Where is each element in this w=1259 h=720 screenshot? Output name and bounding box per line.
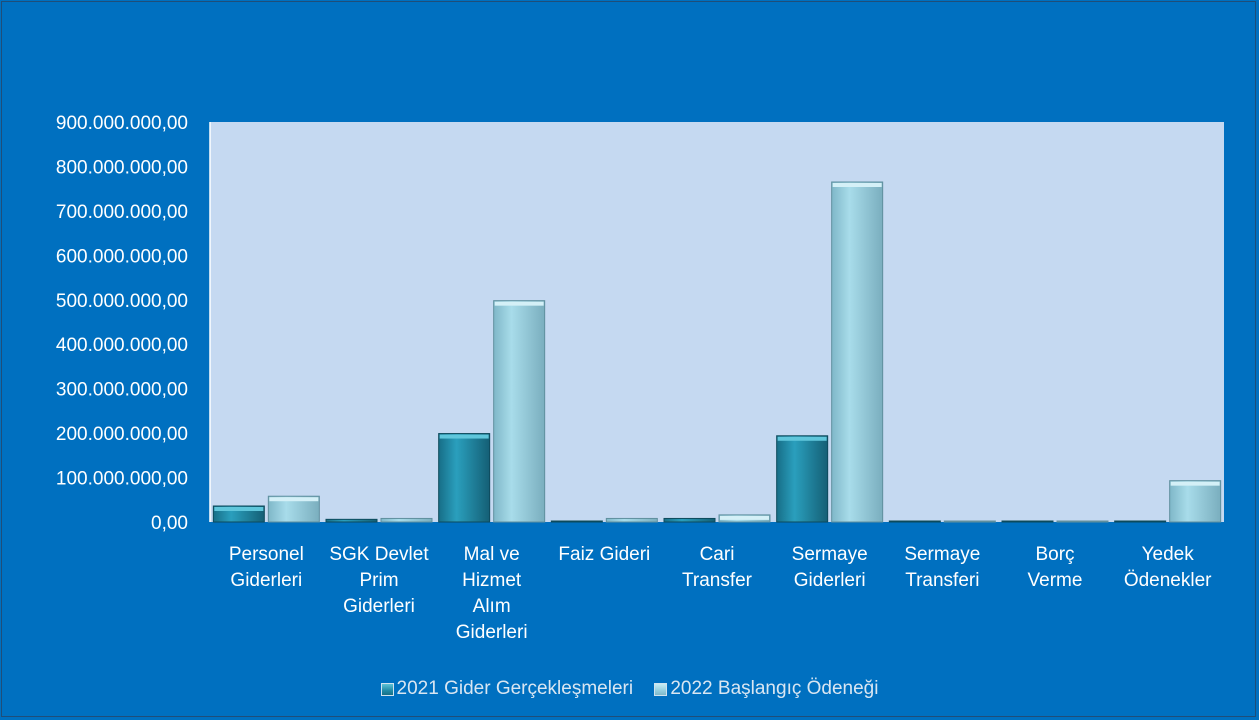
y-tick-label: 900.000.000,00	[56, 113, 188, 134]
x-category-line: Giderleri	[230, 570, 302, 591]
bar-2022-1	[380, 517, 433, 523]
bar-2021-3	[550, 520, 603, 523]
bar-2021-0	[212, 505, 265, 523]
bar-body	[1114, 520, 1167, 523]
x-category-line: Borç	[1035, 544, 1074, 565]
bar-2022-2	[493, 300, 546, 523]
bar-2022-7	[1056, 520, 1109, 523]
bar-body	[380, 517, 433, 523]
x-category-line: Sermaye	[904, 544, 980, 565]
bar-2022-8	[1169, 480, 1222, 523]
x-category-label: Borç Verme	[1028, 544, 1083, 591]
x-category-line: Cari	[700, 544, 735, 565]
y-tick-label: 600.000.000,00	[56, 246, 188, 267]
x-category-line: Transferi	[905, 570, 979, 591]
bar-bevel	[439, 434, 489, 439]
bar-bevel	[494, 301, 544, 306]
legend-swatch-2022	[654, 682, 668, 696]
bar-2022-4	[718, 514, 771, 523]
bar-body	[550, 520, 603, 523]
y-tick-label: 400.000.000,00	[56, 335, 188, 356]
x-category-label: Cari Transfer	[682, 544, 753, 591]
bar-bevel	[720, 515, 769, 520]
plot-area	[210, 122, 1224, 522]
bar-2021-7	[1001, 520, 1054, 523]
y-tick-label: 500.000.000,00	[56, 291, 188, 312]
x-category-label: Yedek Ödenekler	[1124, 544, 1212, 591]
legend-swatch-2021	[380, 682, 394, 696]
y-tick-label: 200.000.000,00	[56, 424, 188, 445]
legend-label-2021: 2021 Gider Gerçekleşmeleri	[396, 678, 634, 699]
bar-2022-5	[831, 181, 884, 523]
x-category-line: Sermaye	[792, 544, 868, 565]
legend-item-2022: 2022 Başlangıç Ödeneği	[654, 678, 878, 700]
bar-2021-5	[776, 435, 829, 523]
bar-2021-1	[325, 518, 378, 523]
x-category-label: Personel Giderleri	[229, 544, 304, 591]
bar-body	[493, 300, 546, 523]
bar-bevel	[1170, 481, 1220, 486]
bar-body	[1056, 520, 1109, 523]
x-category-label: Sermaye Transferi	[904, 544, 980, 591]
legend: 2021 Gider Gerçekleşmeleri 2022 Başlangı…	[0, 678, 1259, 702]
x-category-label: Faiz Gideri	[558, 544, 650, 565]
y-tick-label: 800.000.000,00	[56, 157, 188, 178]
bar-body	[888, 520, 941, 523]
x-category-line: Transfer	[682, 570, 753, 591]
bar-2022-3	[605, 517, 658, 523]
x-category-line: Verme	[1028, 570, 1083, 591]
x-category-line: Giderleri	[456, 622, 528, 643]
x-category-line: Alım	[473, 596, 511, 617]
x-category-line: Hizmet	[462, 570, 522, 591]
bar-2021-2	[438, 433, 491, 523]
bar-2022-0	[267, 495, 320, 523]
x-category-label: Mal ve Hizmet Alım Giderleri	[456, 544, 528, 643]
bar-body	[776, 435, 829, 523]
y-tick-label: 0,00	[151, 513, 188, 534]
x-category-line: Giderleri	[343, 596, 415, 617]
bar-body	[438, 433, 491, 523]
x-category-line: SGK Devlet	[329, 544, 429, 565]
bar-bevel	[214, 507, 264, 511]
bar-bevel	[777, 436, 827, 441]
bar-body	[1001, 520, 1054, 523]
y-tick-label: 300.000.000,00	[56, 380, 188, 401]
bar-body	[325, 518, 378, 523]
x-category-line: Faiz Gideri	[558, 544, 650, 565]
x-category-line: Mal ve	[464, 544, 520, 565]
x-category-line: Ödenekler	[1124, 570, 1212, 591]
bar-body	[1169, 480, 1222, 523]
legend-label-2022: 2022 Başlangıç Ödeneği	[670, 678, 879, 699]
legend-item-2021: 2021 Gider Gerçekleşmeleri	[380, 678, 634, 700]
x-category-line: Prim	[359, 570, 398, 591]
y-tick-label: 700.000.000,00	[56, 202, 188, 223]
y-tick-label: 100.000.000,00	[56, 469, 188, 490]
bar-2021-8	[1114, 520, 1167, 523]
x-category-label: Sermaye Giderleri	[792, 544, 868, 591]
bar-body	[663, 517, 716, 523]
bar-bevel	[269, 497, 319, 502]
bar-body	[943, 520, 996, 523]
bar-2022-6	[943, 520, 996, 523]
x-category-line: Personel	[229, 544, 304, 565]
x-category-line: Giderleri	[794, 570, 866, 591]
bar-body	[605, 517, 658, 523]
x-category-label: SGK Devlet Prim Giderleri	[329, 544, 429, 617]
bar-2021-6	[888, 520, 941, 523]
x-category-line: Yedek	[1142, 544, 1195, 565]
bar-body	[831, 181, 884, 523]
bar-2021-4	[663, 517, 716, 523]
bar-bevel	[832, 183, 882, 187]
